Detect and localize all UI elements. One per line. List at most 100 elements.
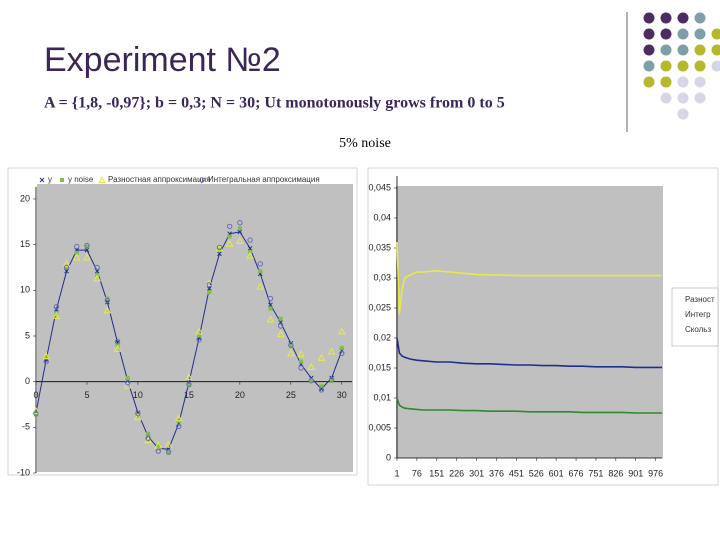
legend-label: Интегр xyxy=(685,310,711,319)
marker xyxy=(257,261,263,267)
y-tick-label: 0,005 xyxy=(368,422,391,432)
marker xyxy=(339,350,345,357)
marker xyxy=(288,342,294,348)
x-tick-label: 5 xyxy=(84,390,89,400)
legend-label: Разностная аппроксимация xyxy=(108,175,210,184)
slide-title: Experiment №2 xyxy=(44,41,281,79)
marker xyxy=(166,450,171,455)
y-tick-label: 0,04 xyxy=(373,212,391,222)
marker xyxy=(98,175,106,183)
marker xyxy=(34,412,38,417)
x-tick-label: 376 xyxy=(489,468,504,478)
marker xyxy=(268,302,273,308)
marker xyxy=(298,365,304,371)
marker xyxy=(114,338,121,345)
marker xyxy=(256,282,265,290)
x-tick-label: 15 xyxy=(184,390,194,400)
x-tick-label: 301 xyxy=(469,468,484,478)
x-tick-label: 30 xyxy=(337,390,347,400)
marker xyxy=(135,410,141,417)
marker xyxy=(84,247,90,253)
marker xyxy=(195,327,203,335)
marker xyxy=(185,373,193,381)
decor-dots xyxy=(626,12,720,132)
x-tick-label: 976 xyxy=(648,468,663,478)
marker xyxy=(225,239,234,247)
marker xyxy=(123,381,132,389)
marker xyxy=(154,441,163,449)
marker xyxy=(62,259,71,267)
x-tick-label: 676 xyxy=(569,468,584,478)
marker xyxy=(276,330,285,338)
x-tick-label: 20 xyxy=(235,390,245,400)
legend-label: Скольз xyxy=(685,325,711,334)
marker xyxy=(308,378,314,384)
marker xyxy=(237,229,243,235)
marker xyxy=(64,265,69,270)
marker xyxy=(297,350,305,358)
marker xyxy=(337,327,346,335)
x-tick-label: 451 xyxy=(509,468,524,478)
marker xyxy=(258,269,263,274)
y-tick-label: 0 xyxy=(386,452,391,462)
x-tick-label: 10 xyxy=(133,390,143,400)
marker xyxy=(43,358,49,365)
marker xyxy=(329,378,334,383)
marker xyxy=(164,440,173,448)
marker xyxy=(74,250,79,255)
subtitle: A = {1,8, -0,97}; b = 0,3; N = 30; Ut mo… xyxy=(44,95,505,112)
marker xyxy=(215,244,224,252)
marker xyxy=(277,323,284,329)
marker xyxy=(246,251,254,259)
y-tick-label: 0,02 xyxy=(373,332,391,342)
marker xyxy=(268,306,273,311)
marker xyxy=(42,352,51,360)
legend-label: Интегральная аппроксимация xyxy=(208,175,320,184)
marker xyxy=(319,384,324,389)
marker xyxy=(93,274,102,282)
marker xyxy=(196,336,202,343)
marker xyxy=(216,244,223,251)
marker xyxy=(207,290,212,295)
marker xyxy=(199,177,205,183)
marker xyxy=(266,315,275,323)
marker xyxy=(247,237,253,243)
y-tick-label: -5 xyxy=(22,422,30,432)
y-tick-label: 0,045 xyxy=(368,182,391,192)
marker xyxy=(39,177,45,183)
marker xyxy=(44,355,49,360)
marker xyxy=(174,414,183,422)
marker xyxy=(327,347,336,355)
marker xyxy=(104,297,111,304)
caption: 5% noise xyxy=(339,136,391,151)
marker xyxy=(103,306,112,314)
legend-label: Разност xyxy=(685,295,715,304)
marker xyxy=(176,423,182,430)
marker xyxy=(217,248,222,253)
marker xyxy=(286,349,295,357)
marker xyxy=(186,383,191,388)
marker xyxy=(84,244,89,249)
marker xyxy=(83,253,91,261)
x-tick-label: 1 xyxy=(394,468,399,478)
legend-label: y noise xyxy=(68,175,94,184)
marker xyxy=(237,226,242,231)
marker xyxy=(237,220,243,226)
y-tick-label: 15 xyxy=(20,239,30,249)
marker xyxy=(299,359,304,364)
y-tick-label: 5 xyxy=(25,330,30,340)
series-line xyxy=(396,397,662,414)
x-tick-label: 226 xyxy=(449,468,464,478)
marker xyxy=(307,363,316,371)
x-tick-label: 901 xyxy=(628,468,643,478)
marker xyxy=(247,245,253,251)
x-tick-label: 0 xyxy=(33,390,38,400)
marker xyxy=(309,378,314,383)
x-tick-label: 826 xyxy=(608,468,623,478)
marker xyxy=(72,253,81,261)
marker xyxy=(60,178,64,182)
marker xyxy=(134,413,142,421)
series-line xyxy=(396,337,662,369)
